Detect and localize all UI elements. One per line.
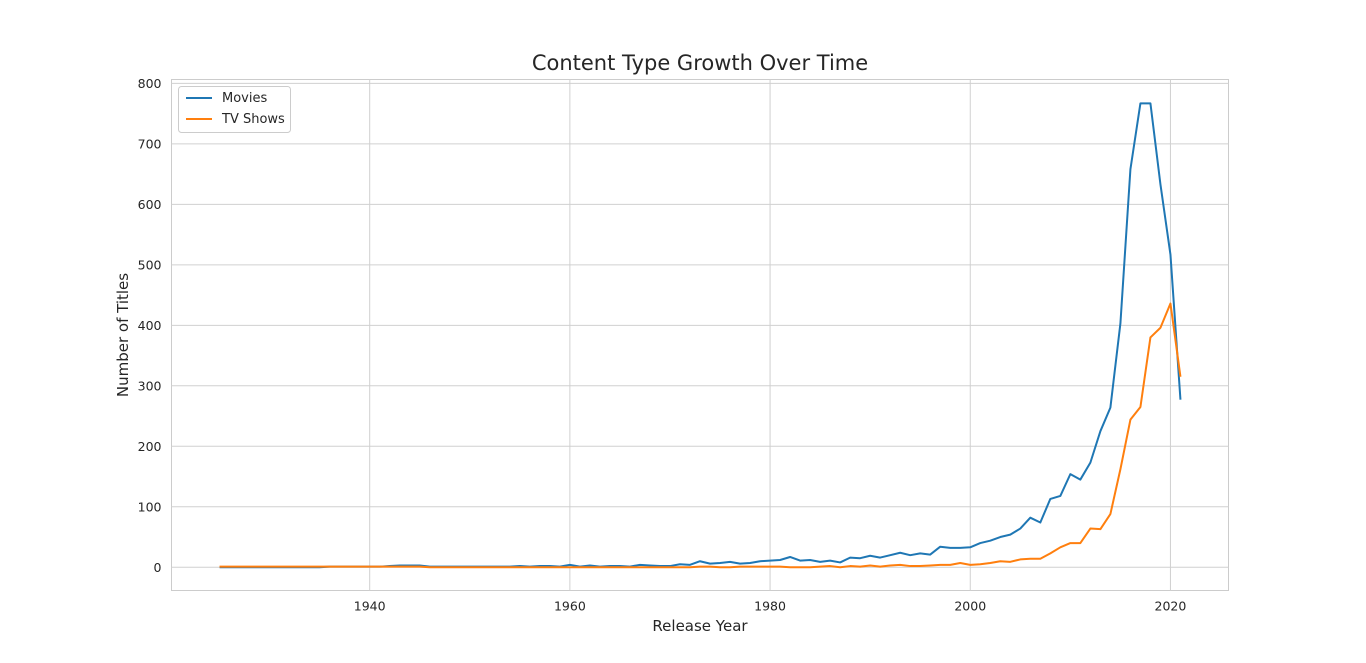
legend-label-movies: Movies [222,91,267,106]
x-axis-ticks: 1940 1960 1980 2000 2020 [354,599,1187,614]
y-axis-ticks: 0 100 200 300 400 500 600 700 800 [138,76,162,575]
y-tick-label: 200 [138,439,162,454]
y-tick-label: 500 [138,257,162,272]
x-tick-label: 1960 [554,599,586,614]
chart-title: Content Type Growth Over Time [532,51,868,75]
y-axis-label: Number of Titles [114,273,132,397]
x-tick-label: 2020 [1155,599,1187,614]
series-lines [219,102,1182,569]
y-tick-label: 800 [138,76,162,91]
legend: Movies TV Shows [178,86,291,133]
plot-area [171,79,1229,591]
y-tick-label: 300 [138,378,162,393]
x-axis-label: Release Year [652,617,748,635]
x-tick-label: 2000 [954,599,986,614]
y-tick-label: 400 [138,318,162,333]
y-tick-label: 100 [138,499,162,514]
series-line-tv-shows [219,302,1182,569]
y-tick-label: 700 [138,136,162,151]
legend-label-tv-shows: TV Shows [221,112,285,127]
x-tick-label: 1980 [754,599,786,614]
y-tick-label: 0 [154,560,162,575]
x-tick-label: 1940 [354,599,386,614]
y-tick-label: 600 [138,197,162,212]
